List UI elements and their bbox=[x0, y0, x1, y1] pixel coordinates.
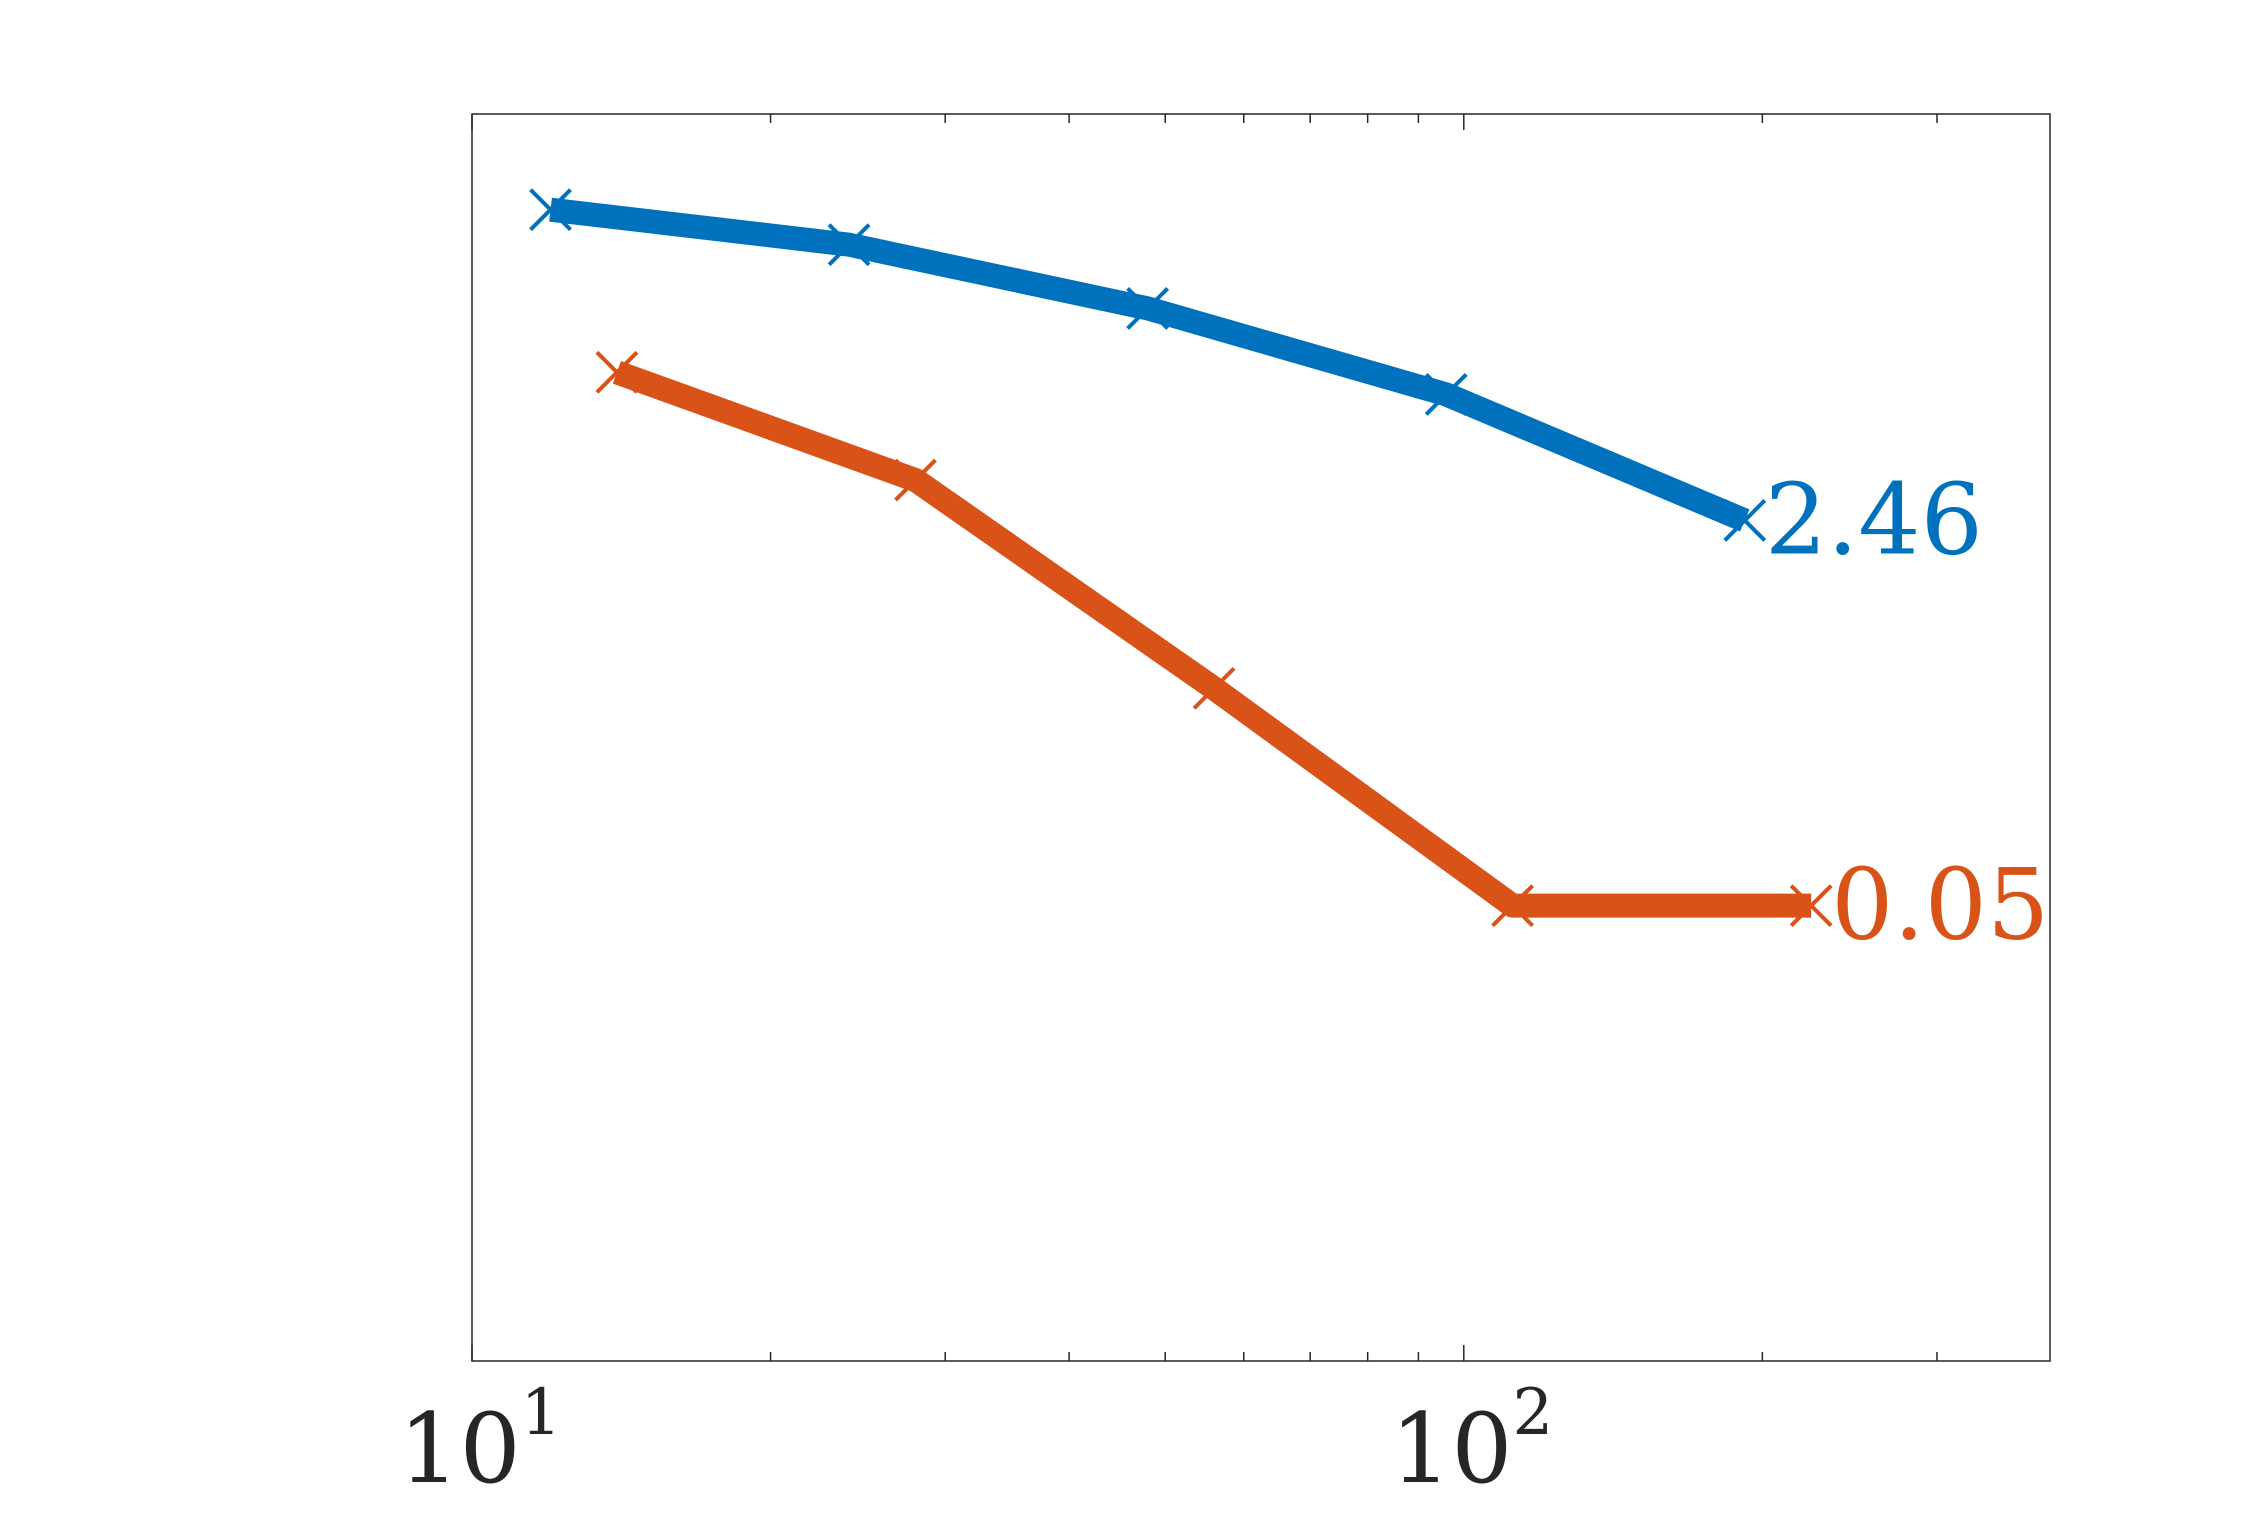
data-point-marker bbox=[1424, 372, 1468, 416]
data-point-marker bbox=[1723, 499, 1767, 542]
series-end-label: 0.05 bbox=[1831, 849, 2049, 963]
data-point-marker bbox=[1126, 286, 1170, 330]
x-tick-label: 102 bbox=[1390, 1376, 1553, 1505]
data-point-marker bbox=[529, 188, 572, 232]
data-point-marker bbox=[827, 223, 871, 267]
series-end-label: 2.46 bbox=[1765, 463, 1983, 577]
x-tick-label: 101 bbox=[399, 1376, 562, 1505]
minor-ticks bbox=[471, 114, 1938, 1361]
plot-area bbox=[471, 113, 2051, 1362]
series-layer bbox=[529, 188, 1833, 928]
labels-layer: 2.46 0.05 bbox=[1765, 463, 2050, 962]
data-point-marker bbox=[1491, 884, 1535, 928]
x-tick-labels: 101 102 bbox=[399, 1376, 1554, 1505]
data-point-marker bbox=[1192, 666, 1236, 710]
series-2 bbox=[595, 350, 1833, 928]
series-1 bbox=[529, 188, 1767, 542]
data-point-marker bbox=[1789, 884, 1833, 928]
data-point-marker bbox=[894, 458, 937, 502]
data-point-marker bbox=[595, 350, 639, 394]
